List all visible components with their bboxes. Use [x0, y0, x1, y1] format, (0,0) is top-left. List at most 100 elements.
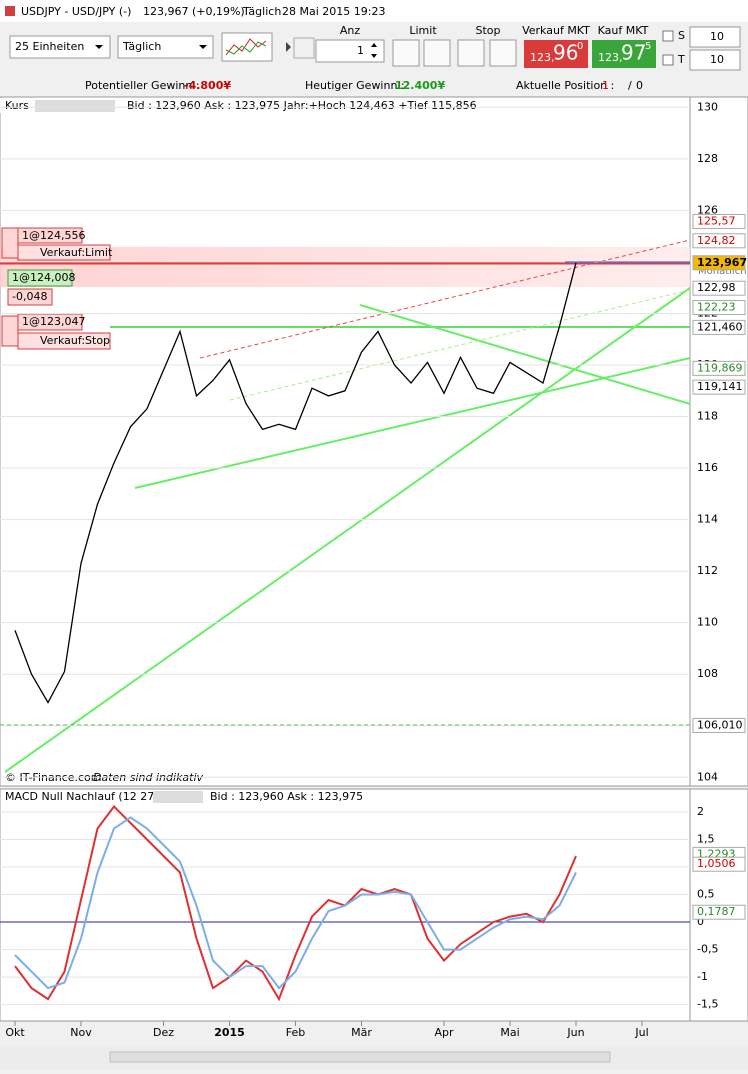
- sell-button[interactable]: [524, 40, 588, 68]
- y-tick-label: -1,5: [697, 998, 718, 1011]
- price-subtitle: Bid : 123,960 Ask : 123,975 Jahr:+Hoch 1…: [127, 99, 477, 112]
- price-tag-label: 122,98: [697, 281, 736, 294]
- limit-sell[interactable]: [423, 39, 451, 67]
- order-type: Verkauf:Limit: [40, 246, 113, 259]
- price-tag: [692, 280, 746, 296]
- position-long: 1: [602, 79, 609, 92]
- sell-label: Verkauf MKT: [522, 24, 590, 37]
- order-box[interactable]: [7, 288, 53, 306]
- y-tick-label: 2: [697, 805, 704, 818]
- scrollbar[interactable]: [109, 1051, 611, 1063]
- price-title: Kurs: [5, 99, 29, 112]
- y-tick-label: 112: [697, 564, 718, 577]
- t-input[interactable]: [689, 49, 741, 71]
- axis-note: Monatlich: [698, 266, 747, 277]
- title-bar: [0, 0, 748, 22]
- price-tag: [692, 717, 746, 733]
- x-tick-label: Jul: [634, 1026, 648, 1039]
- trendline: [134, 357, 691, 489]
- order-box[interactable]: [17, 332, 111, 350]
- buy-sup: 5: [645, 41, 651, 52]
- units: 25 Einheiten: [15, 40, 84, 53]
- series-line: [14, 262, 577, 704]
- icon: [225, 41, 267, 55]
- order-type: Verkauf:Stop: [40, 334, 110, 347]
- qty-input[interactable]: [315, 39, 385, 63]
- window-title: USDJPY - USD/JPY (-): [21, 5, 131, 18]
- price-tag: [692, 300, 746, 316]
- position-short: 0: [636, 79, 643, 92]
- interval: Täglich: [242, 5, 281, 18]
- limit-buy[interactable]: [392, 39, 420, 67]
- dropdown-arrow: [95, 45, 103, 49]
- price-tag-label: 1,0506: [697, 857, 736, 870]
- order-box[interactable]: [7, 269, 73, 287]
- price-plot: [0, 239, 691, 773]
- app-icon: [5, 6, 15, 16]
- price-panel: [0, 96, 691, 787]
- y-tick-label: 130: [697, 100, 718, 113]
- y-tick-label: 104: [697, 770, 718, 783]
- price-tag-label: 124,82: [697, 234, 736, 247]
- trendline: [199, 239, 691, 359]
- s-label: S: [678, 29, 685, 42]
- price-tag-label: 0,1787: [697, 905, 736, 918]
- y-tick-label: 0,5: [697, 888, 715, 901]
- period-dropdown[interactable]: [117, 35, 214, 59]
- y-tick-label: 126: [697, 203, 718, 216]
- s-checkbox[interactable]: [662, 30, 674, 42]
- series-line: [14, 816, 577, 990]
- t-checkbox[interactable]: [662, 54, 674, 66]
- trendline: [359, 304, 691, 405]
- y-tick-label: 116: [697, 461, 718, 474]
- position-sep: /: [628, 79, 632, 92]
- price-tag: [692, 255, 746, 271]
- position-label: Aktuelle Position :: [516, 79, 614, 92]
- settings-button[interactable]: [293, 37, 315, 59]
- order-handle[interactable]: [1, 227, 19, 259]
- order-label: 1@124,008: [12, 271, 76, 284]
- today-label: Heutiger Gewinn :: [305, 79, 405, 92]
- potential-label: Potentieller Gewinn :: [85, 79, 200, 92]
- buy-label: Kauf MKT: [598, 24, 649, 37]
- stop-sell[interactable]: [489, 39, 517, 67]
- s-input[interactable]: [689, 26, 741, 48]
- y-tick-label: 110: [697, 616, 718, 629]
- price-axis: [689, 96, 748, 787]
- units-dropdown[interactable]: [9, 35, 111, 59]
- stop-buy[interactable]: [457, 39, 485, 67]
- price-tag-label: 119,141: [697, 380, 743, 393]
- y-tick-label: -1: [697, 970, 708, 983]
- y-tick-label: 0: [697, 915, 704, 928]
- y-tick-label: 108: [697, 667, 718, 680]
- buy-main: 97: [621, 41, 646, 65]
- indicator-button[interactable]: [221, 32, 273, 62]
- macd-title: MACD Null Nachlauf (12 27 9): [5, 790, 169, 803]
- x-tick-label: Mai: [500, 1026, 519, 1039]
- qty: 1: [357, 44, 364, 57]
- x-tick-label: Dez: [153, 1026, 174, 1039]
- order-box[interactable]: [17, 244, 111, 261]
- order-handle[interactable]: [1, 315, 19, 347]
- sell-small: 123,: [530, 51, 555, 64]
- limit-label: Limit: [409, 24, 437, 37]
- order-label: 1@124,556: [22, 229, 86, 242]
- price-tag-label: 119,869: [697, 361, 743, 374]
- macd-subtitle: Bid : 123,960 Ask : 123,975: [210, 790, 363, 803]
- icon: [286, 42, 291, 52]
- order-box[interactable]: [17, 313, 83, 331]
- buy-button[interactable]: [592, 40, 656, 68]
- y-tick-label: 114: [697, 513, 718, 526]
- order-label: 1@123,047: [22, 315, 86, 328]
- buy-small: 123,: [598, 51, 623, 64]
- price-tag: [692, 379, 746, 395]
- trendline: [4, 287, 691, 773]
- order-box[interactable]: [17, 227, 83, 244]
- series-line: [14, 804, 577, 1002]
- x-tick-label: Nov: [70, 1026, 92, 1039]
- t-label: T: [677, 53, 685, 66]
- today: 12.400¥: [395, 79, 445, 92]
- header-icons[interactable]: [153, 791, 203, 803]
- price-tag: [692, 360, 746, 376]
- header-icons[interactable]: [35, 100, 115, 112]
